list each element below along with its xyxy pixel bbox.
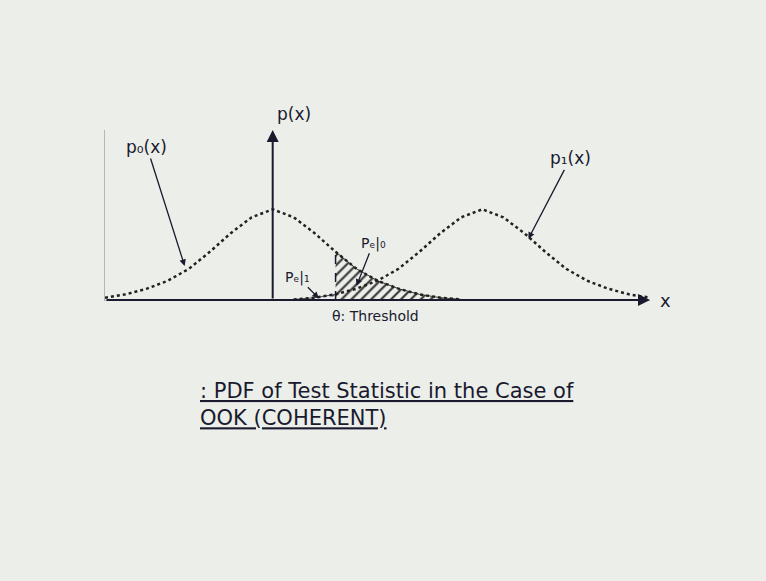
- svg-text:p₁(x): p₁(x): [550, 148, 591, 168]
- svg-text:θ: Threshold: θ: Threshold: [332, 308, 419, 324]
- svg-text:p(x): p(x): [277, 104, 311, 124]
- svg-text:Pₑ|₀: Pₑ|₀: [361, 235, 386, 252]
- svg-text:: PDF of Test Statistic in the: : PDF of Test Statistic in the Case ofOO…: [200, 379, 574, 430]
- svg-text:x: x: [660, 290, 671, 311]
- svg-text:Pₑ|₁: Pₑ|₁: [285, 269, 310, 286]
- svg-text:p₀(x): p₀(x): [126, 137, 167, 157]
